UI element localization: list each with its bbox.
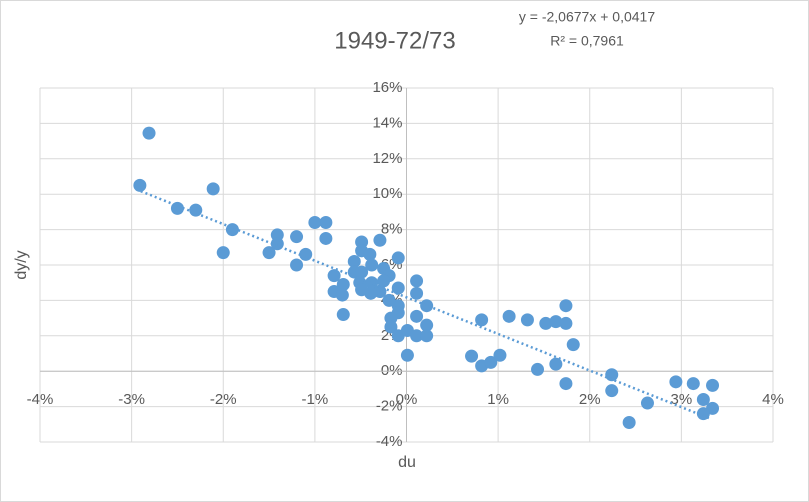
y-tick-label: 12% bbox=[372, 150, 402, 167]
data-point bbox=[493, 348, 507, 362]
y-tick-label: -2% bbox=[376, 398, 403, 415]
trend-equation: y = -2,0677x + 0,0417 bbox=[519, 9, 655, 25]
data-point bbox=[559, 316, 573, 330]
data-point bbox=[420, 318, 434, 332]
y-tick-label: 10% bbox=[372, 185, 402, 202]
data-point bbox=[531, 362, 545, 376]
data-point bbox=[669, 375, 683, 389]
data-point bbox=[391, 251, 405, 265]
data-point bbox=[225, 223, 239, 237]
data-point bbox=[355, 283, 369, 297]
y-tick-label: 0% bbox=[381, 362, 403, 379]
x-tick-label: -4% bbox=[27, 391, 54, 408]
data-point bbox=[391, 281, 405, 295]
data-point bbox=[502, 309, 516, 323]
y-tick-label: 14% bbox=[372, 114, 402, 131]
data-point bbox=[539, 316, 553, 330]
data-point bbox=[319, 216, 333, 230]
trendline bbox=[140, 190, 710, 420]
data-point bbox=[686, 377, 700, 391]
data-point bbox=[549, 315, 563, 329]
data-point bbox=[640, 396, 654, 410]
data-point bbox=[605, 368, 619, 382]
data-point bbox=[373, 233, 387, 247]
data-point bbox=[347, 254, 361, 268]
data-point bbox=[382, 293, 396, 307]
data-point bbox=[365, 258, 379, 272]
data-point bbox=[262, 246, 276, 260]
x-tick-label: 1% bbox=[487, 391, 509, 408]
data-point bbox=[299, 247, 313, 261]
data-point bbox=[605, 384, 619, 398]
x-tick-label: -1% bbox=[302, 391, 329, 408]
data-point bbox=[336, 308, 350, 322]
data-point bbox=[484, 355, 498, 369]
data-point bbox=[133, 178, 147, 192]
data-point bbox=[335, 288, 349, 302]
data-point bbox=[308, 216, 322, 230]
data-point bbox=[410, 309, 424, 323]
y-tick-label: -4% bbox=[376, 433, 403, 450]
data-point bbox=[410, 274, 424, 288]
data-point bbox=[365, 276, 379, 290]
data-point bbox=[319, 231, 333, 245]
data-point bbox=[465, 349, 479, 363]
data-point bbox=[696, 407, 710, 421]
trend-r-squared: R² = 0,7961 bbox=[550, 33, 624, 49]
data-point bbox=[520, 313, 534, 327]
data-point bbox=[559, 377, 573, 391]
x-tick-label: 2% bbox=[579, 391, 601, 408]
y-axis-label: dy/y bbox=[13, 250, 30, 279]
data-point bbox=[170, 201, 184, 215]
y-tick-label: 8% bbox=[381, 221, 403, 238]
data-point bbox=[400, 348, 414, 362]
data-point bbox=[475, 313, 489, 327]
data-point bbox=[410, 286, 424, 300]
data-point bbox=[706, 378, 720, 392]
data-point bbox=[377, 274, 391, 288]
data-point bbox=[336, 277, 350, 291]
data-point bbox=[566, 338, 580, 352]
x-tick-label: 4% bbox=[762, 391, 784, 408]
data-point bbox=[420, 329, 434, 343]
data-point bbox=[355, 265, 369, 279]
data-point bbox=[696, 393, 710, 407]
data-point bbox=[290, 230, 304, 244]
data-point bbox=[622, 416, 636, 430]
data-point bbox=[384, 320, 398, 334]
x-tick-label: 3% bbox=[671, 391, 693, 408]
data-point bbox=[290, 258, 304, 272]
data-point bbox=[206, 182, 220, 196]
x-tick-label: -3% bbox=[118, 391, 145, 408]
y-tick-label: 16% bbox=[372, 79, 402, 96]
data-point bbox=[189, 203, 203, 217]
x-axis-label: du bbox=[398, 454, 416, 471]
x-tick-label: -2% bbox=[210, 391, 237, 408]
data-point bbox=[410, 329, 424, 343]
data-point bbox=[549, 357, 563, 371]
data-point bbox=[142, 126, 156, 140]
data-point bbox=[420, 299, 434, 313]
data-point bbox=[559, 299, 573, 313]
data-point bbox=[327, 269, 341, 283]
data-point bbox=[363, 247, 377, 261]
chart-title: 1949-72/73 bbox=[334, 27, 455, 54]
data-point bbox=[216, 246, 230, 260]
